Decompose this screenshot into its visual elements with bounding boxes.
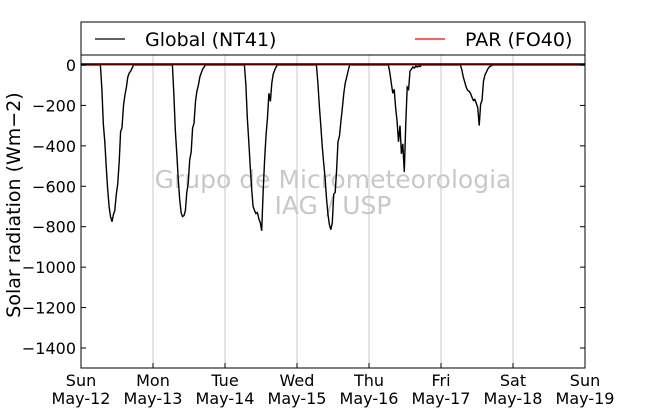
x-tick-day-1: Mon — [136, 371, 170, 390]
y-tick-label-6: −1200 — [22, 299, 76, 318]
x-tick-date-1: May-13 — [124, 389, 183, 408]
x-tick-day-7: Sun — [570, 371, 600, 390]
x-tick-date-6: May-18 — [484, 389, 543, 408]
x-tick-day-3: Wed — [280, 371, 315, 390]
x-tick-day-6: Sat — [500, 371, 526, 390]
x-axis: SunMay-12MonMay-13TueMay-14WedMay-15ThuM… — [52, 363, 615, 408]
x-tick-day-5: Fri — [431, 371, 450, 390]
legend-label-par: PAR (FO40) — [465, 29, 572, 51]
x-tick-date-2: May-14 — [196, 389, 255, 408]
x-tick-date-7: May-19 — [556, 389, 615, 408]
y-tick-label-1: −200 — [32, 96, 76, 115]
x-tick-day-4: Thu — [353, 371, 384, 390]
x-grid — [152, 22, 514, 368]
legend: Global (NT41) PAR (FO40) — [80, 21, 586, 56]
y-axis: 0 −200 −400 −600 −800 −1000 −1200 −1400 — [22, 56, 585, 358]
x-tick-day-2: Tue — [210, 371, 238, 390]
y-tick-label-4: −800 — [32, 218, 76, 237]
legend-label-global: Global (NT41) — [145, 29, 276, 51]
watermark-line-1: Grupo de Micrometeorologia — [155, 165, 512, 194]
x-tick-date-0: May-12 — [52, 389, 111, 408]
plot-frame — [80, 21, 586, 369]
series-group — [81, 63, 585, 231]
y-axis-label: Solar radiation (Wm−2) — [3, 92, 25, 317]
y-tick-label-2: −400 — [32, 137, 76, 156]
y-tick-label-3: −600 — [32, 177, 76, 196]
x-tick-day-0: Sun — [66, 371, 96, 390]
y-tick-label-5: −1000 — [22, 258, 76, 277]
x-tick-date-4: May-16 — [340, 389, 399, 408]
y-tick-label-0: 0 — [66, 56, 76, 75]
x-tick-date-3: May-15 — [268, 389, 327, 408]
x-tick-date-5: May-17 — [412, 389, 471, 408]
y-tick-label-7: −1400 — [22, 339, 76, 358]
